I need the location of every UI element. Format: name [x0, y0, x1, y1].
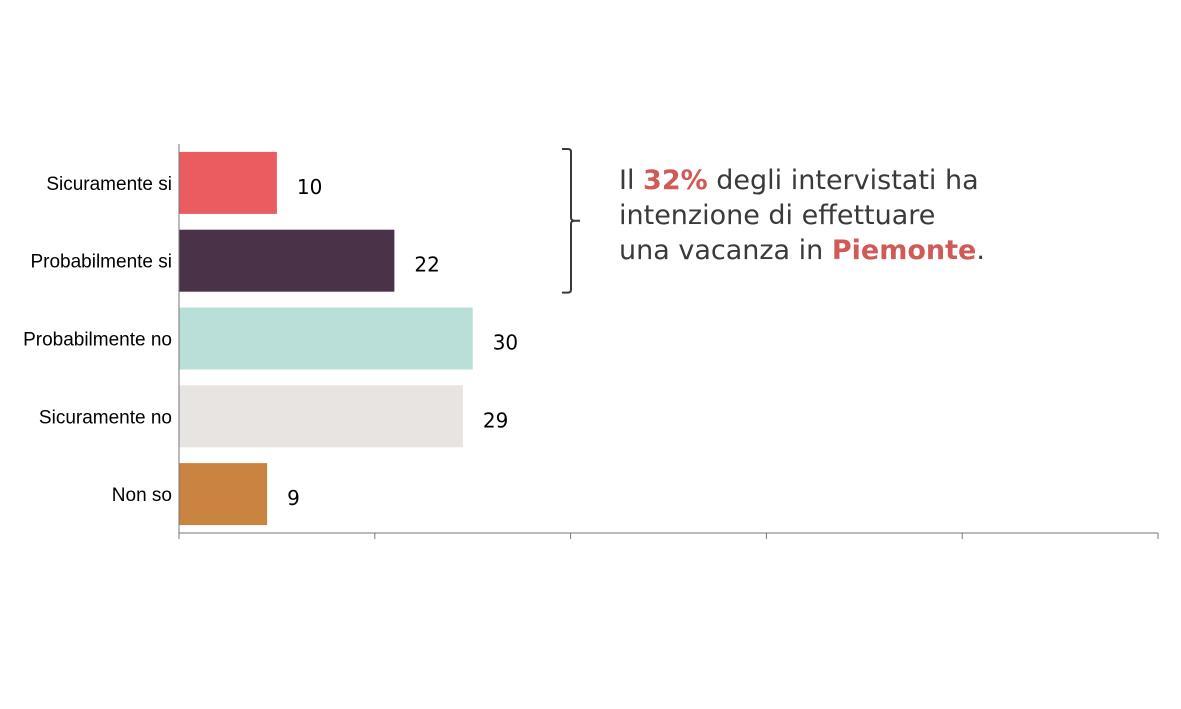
value-label-sicuramente-si: 10: [297, 175, 322, 199]
bar-sicuramente-no: [179, 385, 463, 448]
bar-probabilmente-no: [179, 307, 473, 370]
bars-group: Sicuramente si 10 Probabilmente si 22 Probab…: [23, 151, 518, 526]
callout-percent-highlight: 32%: [643, 165, 708, 196]
category-label-sicuramente-si: Sicuramente si: [46, 174, 172, 195]
callout-text: Il 32% degli intervistati ha intenzione …: [619, 163, 1139, 268]
callout-line-3-post: .: [976, 235, 985, 266]
callout-line-1-pre: Il: [619, 165, 644, 196]
value-label-non-so: 9: [287, 486, 300, 510]
callout-line-3-pre: una vacanza in: [619, 235, 832, 266]
category-label-sicuramente-no: Sicuramente no: [39, 407, 172, 428]
callout-bracket: [562, 148, 580, 294]
callout-line-3: una vacanza in Piemonte.: [619, 233, 1139, 268]
axes-group: [178, 144, 1159, 539]
callout-region-highlight: Piemonte: [831, 235, 977, 266]
value-label-probabilmente-no: 30: [493, 331, 518, 355]
bar-probabilmente-si: [179, 229, 395, 292]
bar-sicuramente-si: [179, 151, 277, 214]
bar-non-so: [179, 463, 268, 526]
category-label-probabilmente-no: Probabilmente no: [23, 330, 172, 351]
value-label-probabilmente-si: 22: [414, 253, 439, 277]
callout-line-1-post: degli intervistati ha: [707, 165, 979, 196]
value-label-sicuramente-no: 29: [483, 408, 508, 432]
callout-line-1: Il 32% degli intervistati ha: [619, 163, 1139, 198]
category-label-probabilmente-si: Probabilmente si: [30, 252, 172, 273]
category-label-non-so: Non so: [112, 485, 172, 506]
callout-line-2: intenzione di effettuare: [619, 200, 936, 231]
